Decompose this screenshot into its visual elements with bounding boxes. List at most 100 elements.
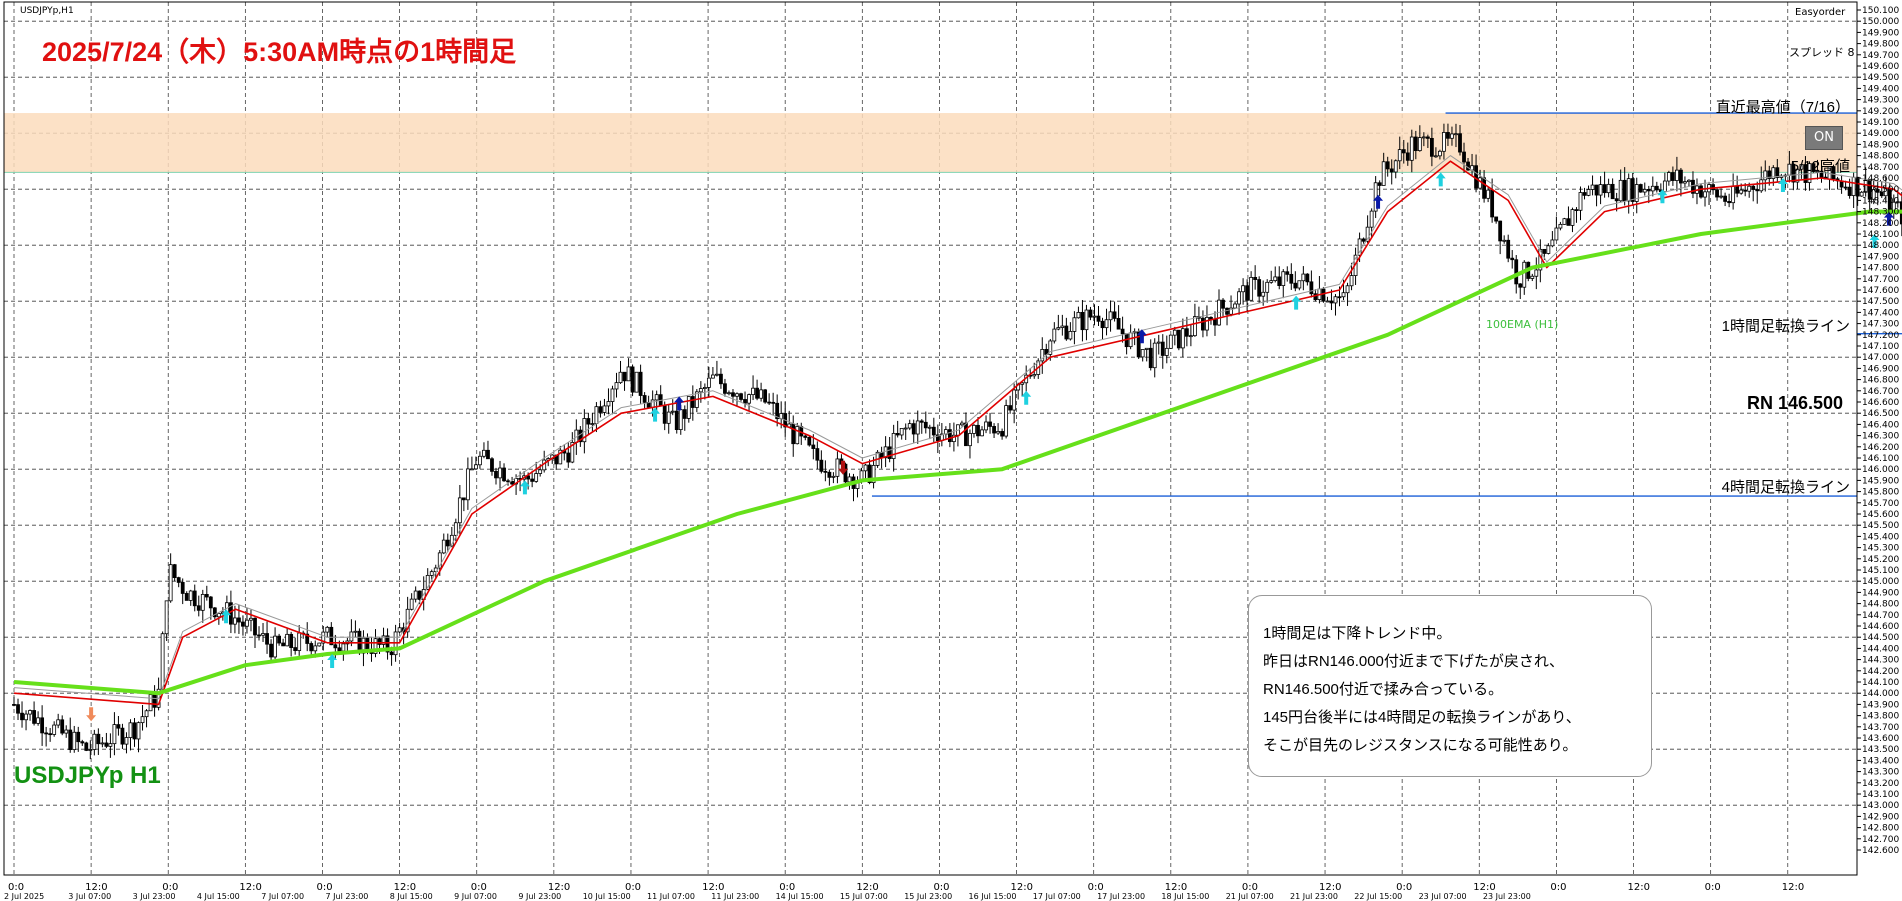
candle-body [1715,189,1719,198]
candle-body [630,366,635,393]
candle-body [212,607,217,618]
hour-tick-label: 12:0 [702,882,724,893]
price-tick-label: 149.200 [1862,107,1899,117]
candle-body [1895,201,1900,204]
candle-body [1450,133,1454,139]
price-tick-label: 146.800 [1862,376,1899,386]
candle-body [172,564,177,579]
candle-body [1815,170,1820,173]
candle-body [1743,189,1748,192]
candle-body [1859,191,1864,197]
candle-body [281,642,286,647]
candle-body [1799,164,1804,170]
price-tick-label: 142.700 [1862,835,1899,845]
candle-body [558,449,563,465]
ema100-line [13,209,1902,696]
candle-body [1703,191,1707,198]
candle-body [453,522,458,536]
candle-body [1265,281,1270,293]
candle-body [1136,331,1141,358]
candle-body [972,424,976,434]
candle-body [964,422,968,447]
date-tick-label: 9 Jul 07:00 [454,892,497,901]
candle-body [76,731,81,743]
candle-body [208,596,213,609]
candle-body [1000,431,1004,437]
candle-body [425,574,430,590]
candle-body [72,731,77,751]
price-tick-label: 148.600 [1862,174,1899,184]
candle-body [1719,195,1723,198]
candle-body [1618,179,1623,202]
price-tick-label: 144.200 [1862,667,1899,677]
candle-body [1474,165,1478,189]
candle-body [469,468,474,471]
candle-body [526,475,531,480]
candle-body [935,434,940,442]
candle-body [992,426,996,434]
note-line: そこが目先のレジスタンスになる可能性あり。 [1263,737,1578,754]
candle-body [666,411,671,424]
candle-body [104,742,109,747]
candle-body [947,429,952,443]
candle-body [1755,189,1760,192]
on-button[interactable]: ON [1805,126,1843,150]
candle-body [811,444,816,449]
candle-body [1421,136,1426,139]
candle-body [803,435,808,438]
candle-body [1879,191,1884,197]
candle-body [831,475,836,478]
price-tick-label: 145.400 [1862,532,1899,542]
candle-body [341,643,346,652]
candle-body [1188,335,1193,338]
candle-body [871,464,876,484]
candle-body [297,632,302,651]
candle-body [899,427,904,436]
arrow-up-icon [1021,390,1032,405]
price-tick-label: 145.000 [1862,577,1899,587]
price-tick-label: 145.500 [1862,521,1899,531]
date-tick-label: 8 Jul 15:00 [390,892,433,901]
arrow-up-icon [221,609,232,624]
candle-body [1566,218,1571,226]
candle-body [1598,184,1603,196]
price-tick-label: 149.400 [1862,84,1899,94]
candle-body [767,401,772,404]
candle-body [1289,273,1294,284]
candle-body [988,421,992,427]
hour-tick-label: 0:0 [625,882,641,893]
price-tick-label: 146.000 [1862,465,1899,475]
price-tick-label: 144.900 [1862,588,1899,598]
candle-body [1458,133,1462,153]
easyorder-label[interactable]: Easyorder [1795,7,1846,18]
candle-body [1626,178,1631,202]
candle-body [1582,192,1587,196]
hour-tick-label: 0:0 [933,882,949,893]
candle-body [594,406,599,424]
hour-tick-label: 12:0 [85,882,107,893]
candle-body [1670,172,1675,181]
candle-body [1622,179,1627,202]
candle-body [498,467,502,479]
candle-body [40,717,45,734]
hour-tick-label: 12:0 [1782,882,1804,893]
candle-body [1180,328,1185,349]
candle-body [321,631,326,644]
candle-body [1008,405,1013,411]
price-tick-label: 142.900 [1862,812,1899,822]
candle-body [353,630,358,633]
hour-tick-label: 0:0 [1088,882,1104,893]
candle-body [1309,281,1314,295]
candle-body [1128,332,1133,348]
candle-body [1032,374,1037,377]
candle-body [1446,132,1450,139]
hour-tick-label: 0:0 [8,882,24,893]
candle-body [1558,223,1563,229]
candle-body [1397,149,1402,162]
candle-body [1293,282,1298,289]
candle-body [389,651,394,656]
h1-reversal-label: 1時間足転換ライン [1721,318,1850,335]
price-tick-label: 143.800 [1862,712,1899,722]
price-tick-label: 146.500 [1862,409,1899,419]
